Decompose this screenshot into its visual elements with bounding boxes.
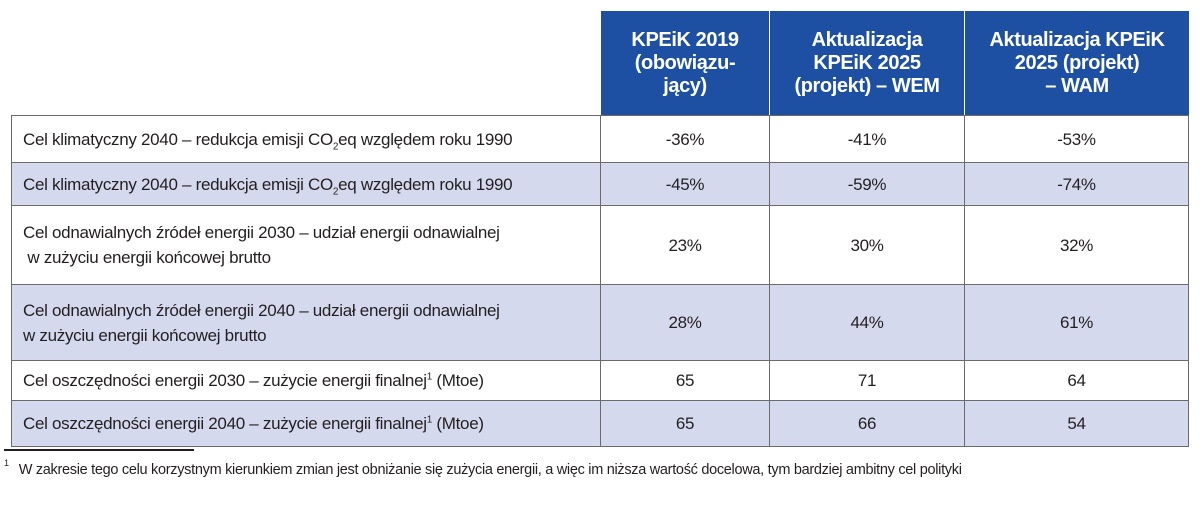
table-row: Cel odnawialnych źródeł energii 2040 – u… bbox=[11, 285, 1189, 361]
table-row: Cel klimatyczny 2040 – redukcja emisji C… bbox=[11, 115, 1189, 163]
footnote-mark: 1 bbox=[4, 458, 9, 469]
cell-wam: 61% bbox=[964, 285, 1189, 360]
row-label: Cel oszczędności energii 2030 – zużycie … bbox=[11, 361, 600, 400]
label-text: Cel odnawialnych źródeł energii 2030 – u… bbox=[23, 223, 500, 242]
label-text: eq względem roku 1990 bbox=[338, 174, 513, 194]
cell-wem: -41% bbox=[769, 116, 964, 162]
table-row: Cel oszczędności energii 2030 – zużycie … bbox=[11, 361, 1189, 401]
cell-kpeik-2019: -36% bbox=[600, 116, 769, 162]
footnote-ref: 1 bbox=[426, 414, 433, 426]
cell-wem: 66 bbox=[769, 401, 964, 446]
cell-wem: 30% bbox=[769, 206, 964, 284]
label-text: w zużyciu energii końcowej brutto bbox=[23, 325, 267, 345]
label-text: Cel klimatyczny 2040 – redukcja emisji C… bbox=[23, 129, 333, 149]
row-label: Cel klimatyczny 2040 – redukcja emisji C… bbox=[11, 163, 600, 205]
cell-kpeik-2019: 65 bbox=[600, 361, 769, 400]
row-label: Cel klimatyczny 2040 – redukcja emisji C… bbox=[11, 116, 600, 162]
row-label: Cel odnawialnych źródeł energii 2030 – u… bbox=[11, 206, 600, 284]
cell-kpeik-2019: -45% bbox=[600, 163, 769, 205]
cell-wam: 54 bbox=[964, 401, 1189, 446]
label-text: eq względem roku 1990 bbox=[338, 129, 513, 149]
cell-wam: 32% bbox=[964, 206, 1189, 284]
label-text: Cel odnawialnych źródeł energii 2040 – u… bbox=[23, 300, 500, 320]
table-row: Cel klimatyczny 2040 – redukcja emisji C… bbox=[11, 163, 1189, 206]
targets-table: KPEiK 2019 (obowiązu- jący) Aktualizacja… bbox=[11, 11, 1189, 447]
table-row: Cel odnawialnych źródeł energii 2030 – u… bbox=[11, 206, 1189, 285]
header-kpeik-2025-wem: Aktualizacja KPEiK 2025 (projekt) – WEM bbox=[769, 11, 964, 115]
cell-kpeik-2019: 23% bbox=[600, 206, 769, 284]
cell-wam: 64 bbox=[964, 361, 1189, 400]
row-label: Cel oszczędności energii 2040 – zużycie … bbox=[11, 401, 600, 446]
label-text: Cel oszczędności energii 2030 – zużycie … bbox=[23, 371, 427, 390]
cell-kpeik-2019: 65 bbox=[600, 401, 769, 446]
footnote-divider bbox=[4, 449, 194, 451]
cell-wem: 71 bbox=[769, 361, 964, 400]
row-label: Cel odnawialnych źródeł energii 2040 – u… bbox=[11, 285, 600, 360]
cell-wem: -59% bbox=[769, 163, 964, 205]
label-text: (Mtoe) bbox=[431, 371, 484, 390]
table-header: KPEiK 2019 (obowiązu- jący) Aktualizacja… bbox=[11, 11, 1189, 115]
cell-wem: 44% bbox=[769, 285, 964, 360]
subscript: 2 bbox=[332, 140, 339, 152]
label-text: Cel oszczędności energii 2040 – zużycie … bbox=[23, 414, 427, 433]
footnote: 1 W zakresie tego celu korzystnym kierunk… bbox=[4, 459, 962, 478]
subscript: 2 bbox=[332, 185, 339, 197]
cell-wam: -53% bbox=[964, 116, 1189, 162]
cell-wam: -74% bbox=[964, 163, 1189, 205]
footnote-ref: 1 bbox=[426, 371, 433, 383]
cell-kpeik-2019: 28% bbox=[600, 285, 769, 360]
label-text: Cel klimatyczny 2040 – redukcja emisji C… bbox=[23, 174, 333, 194]
label-text: w zużyciu energii końcowej brutto bbox=[23, 248, 271, 267]
label-text: (Mtoe) bbox=[431, 414, 484, 433]
header-kpeik-2019: KPEiK 2019 (obowiązu- jący) bbox=[600, 11, 769, 115]
footnote-text: W zakresie tego celu korzystnym kierunki… bbox=[18, 462, 962, 478]
header-kpeik-2025-wam: Aktualizacja KPEiK 2025 (projekt) – WAM bbox=[964, 11, 1189, 115]
table-row: Cel oszczędności energii 2040 – zużycie … bbox=[11, 401, 1189, 447]
